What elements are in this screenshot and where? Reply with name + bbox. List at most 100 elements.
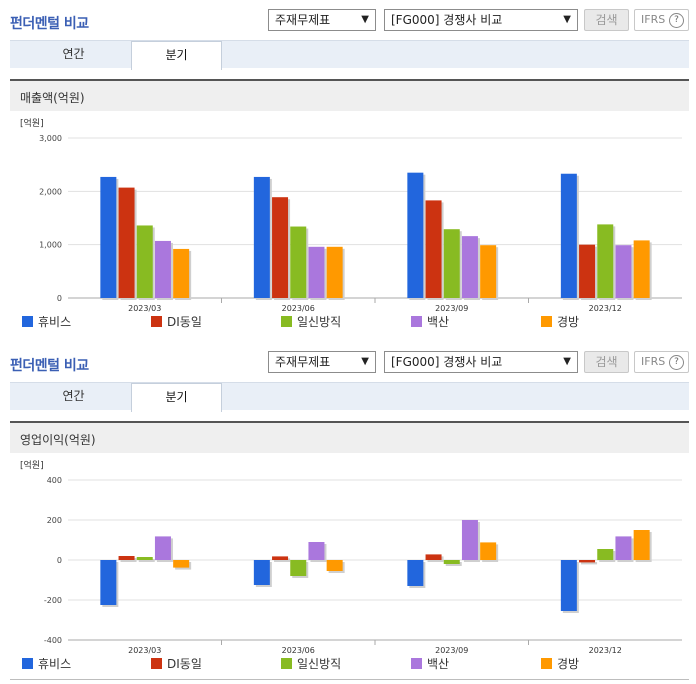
statement-type-select[interactable]: 주재무제표 ▼ (268, 351, 376, 373)
ifrs-label: IFRS (641, 355, 666, 368)
y-tick-label: 0 (57, 556, 62, 565)
x-tick-label: 2023/09 (435, 304, 468, 313)
y-tick-label: 200 (47, 516, 62, 525)
tab-quarter[interactable]: 분기 (131, 41, 222, 70)
x-tick-label: 2023/12 (589, 646, 622, 655)
bar (579, 244, 596, 298)
y-tick-label: 1,000 (39, 241, 62, 250)
section-title: 매출액(억원) (20, 91, 85, 105)
peer-group-value: [FG000] 경쟁사 비교 (391, 13, 503, 27)
square-icon (281, 316, 292, 327)
bar (407, 172, 424, 298)
x-tick-label: 2023/09 (435, 646, 468, 655)
bar (118, 556, 135, 560)
ifrs-button[interactable]: IFRS? (634, 9, 689, 31)
square-icon (411, 316, 422, 327)
help-icon[interactable]: ? (669, 355, 684, 370)
tab-quarter[interactable]: 분기 (131, 383, 222, 412)
bar (100, 560, 117, 605)
bar (272, 556, 289, 560)
statement-type-select[interactable]: 주재무제표 ▼ (268, 9, 376, 31)
bar (443, 229, 460, 298)
bar (326, 560, 343, 571)
legend-label: 경방 (557, 315, 579, 329)
bar (253, 176, 270, 298)
legend-label: 일신방직 (297, 315, 341, 329)
legend-label: DI동일 (167, 657, 202, 671)
square-icon (22, 658, 33, 669)
bar (633, 530, 650, 560)
bar (272, 197, 289, 298)
bar-shadow (581, 562, 598, 565)
section-header: 매출액(억원) (10, 79, 689, 111)
search-button[interactable]: 검색 (584, 351, 629, 373)
bar (154, 240, 171, 298)
unit-label: [억원] (20, 117, 44, 129)
legend-label: 백산 (427, 315, 449, 329)
x-tick-label: 2023/06 (282, 304, 315, 313)
square-icon (151, 316, 162, 327)
bar (425, 554, 442, 560)
bar (579, 560, 596, 563)
legend-label: 경방 (557, 657, 579, 671)
revenue-bar-chart: [억원] 3,000 2,000 1,000 0 2023/03 2023/06 2023/0… (20, 117, 682, 329)
bar (308, 542, 325, 560)
statement-type-value: 주재무제표 (275, 13, 331, 27)
unit-label: [억원] (20, 459, 44, 471)
panel-revenue: 펀더멘털 비교 주재무제표 ▼ [FG000] 경쟁사 비교 ▼ 검색 IFRS? … (0, 0, 696, 329)
bar (560, 173, 577, 298)
bar (633, 240, 650, 298)
x-tick-label: 2023/03 (128, 646, 161, 655)
bottom-divider (10, 679, 689, 680)
operating-income-bar-chart: [억원]400 200 0 -200 -400 2023/03 2023/06 2023/09… (20, 459, 682, 671)
x-tick-label: 2023/06 (282, 646, 315, 655)
panel-title: 펀더멘털 비교 (10, 16, 89, 32)
y-tick-label: 2,000 (39, 187, 62, 196)
square-icon (151, 658, 162, 669)
bar (615, 536, 632, 560)
square-icon (541, 658, 552, 669)
legend-label: 백산 (427, 657, 449, 671)
square-icon (281, 658, 292, 669)
panel-header: 펀더멘털 비교 주재무제표 ▼ [FG000] 경쟁사 비교 ▼ 검색 IFRS? (0, 0, 696, 40)
bar (480, 245, 497, 298)
chevron-down-icon: ▼ (361, 14, 369, 25)
chevron-down-icon: ▼ (563, 14, 571, 25)
legend-label: 휴비스 (38, 315, 71, 329)
period-tabs: 연간 분기 (10, 40, 689, 70)
bar (615, 245, 632, 298)
y-tick-label: -200 (44, 596, 62, 605)
tab-annual[interactable]: 연간 (62, 389, 85, 403)
bar (290, 226, 307, 298)
chevron-down-icon: ▼ (563, 356, 571, 367)
section-title: 영업이익(억원) (20, 433, 96, 447)
bar (290, 560, 307, 576)
statement-type-value: 주재무제표 (275, 355, 331, 369)
bar (253, 560, 270, 585)
period-tabs: 연간 분기 (10, 382, 689, 412)
panel-operating-income: 펀더멘털 비교 주재무제표 ▼ [FG000] 경쟁사 비교 ▼ 검색 IFRS? … (0, 342, 696, 680)
bar (443, 560, 460, 564)
ifrs-button[interactable]: IFRS? (634, 351, 689, 373)
bar (461, 520, 478, 560)
peer-group-select[interactable]: [FG000] 경쟁사 비교 ▼ (384, 351, 578, 373)
bar (597, 549, 614, 560)
peer-group-select[interactable]: [FG000] 경쟁사 비교 ▼ (384, 9, 578, 31)
y-tick-label: 0 (57, 294, 62, 303)
bar (173, 248, 190, 298)
legend-label: 휴비스 (38, 657, 71, 671)
y-tick-label: -400 (44, 636, 62, 645)
search-button[interactable]: 검색 (584, 9, 629, 31)
tab-annual[interactable]: 연간 (62, 47, 85, 61)
bar (326, 246, 343, 298)
y-tick-label: 400 (47, 476, 62, 485)
bar (407, 560, 424, 586)
x-tick-label: 2023/03 (128, 304, 161, 313)
bar (154, 536, 171, 560)
help-icon[interactable]: ? (669, 13, 684, 28)
section-header: 영업이익(억원) (10, 421, 689, 453)
square-icon (411, 658, 422, 669)
bar (560, 560, 577, 611)
square-icon (541, 316, 552, 327)
bar (480, 542, 497, 560)
